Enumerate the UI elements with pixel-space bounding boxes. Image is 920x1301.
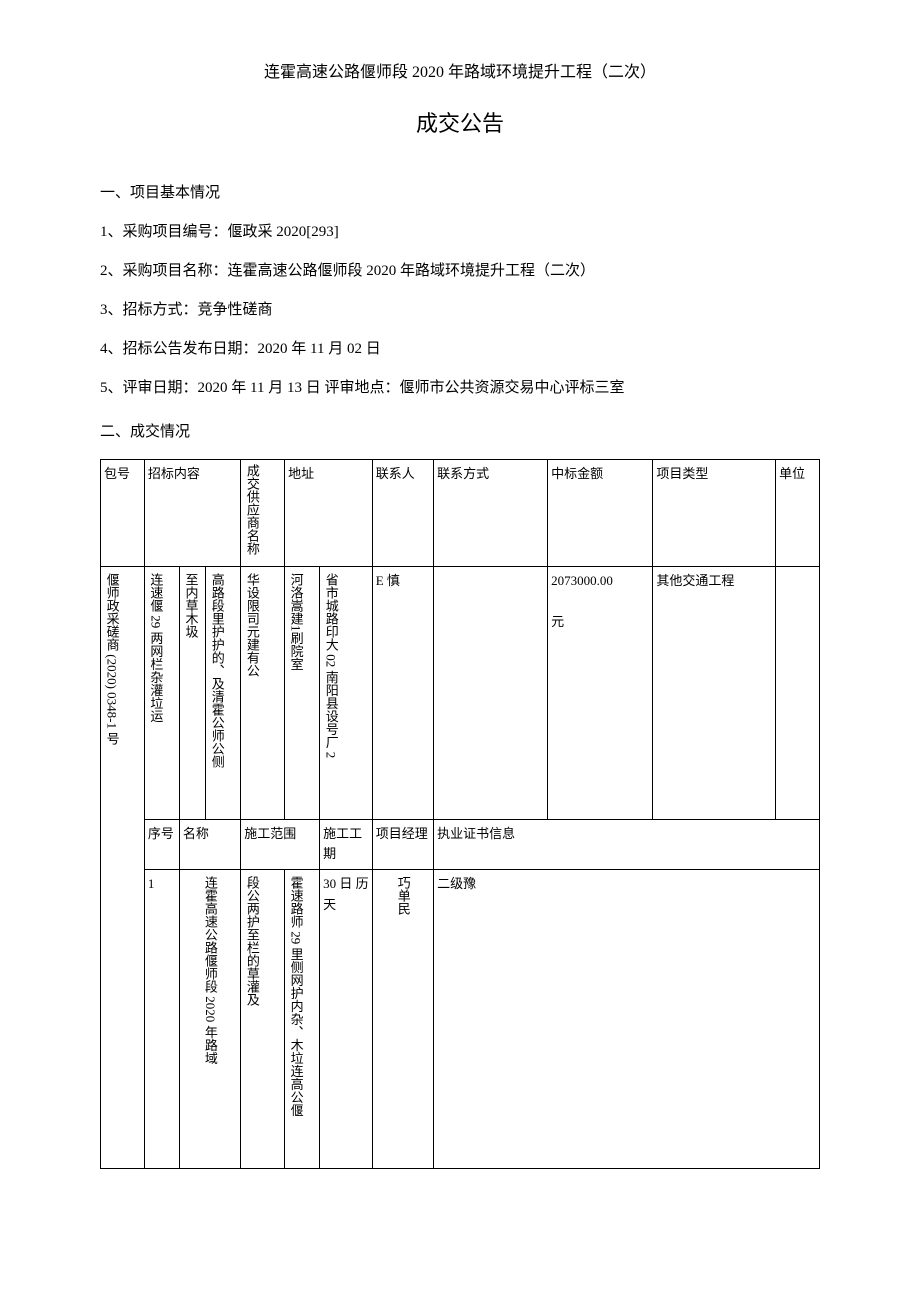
header-contact: 联系人 bbox=[372, 459, 433, 566]
header-unit: 单位 bbox=[776, 459, 820, 566]
deal-table: 包号 招标内容 成交供应商名称 地址 联系人 联系方式 中标金额 项目类型 单位… bbox=[100, 459, 820, 1169]
subheader-duration: 施工工期 bbox=[320, 819, 373, 870]
section2-heading: 二、成交情况 bbox=[100, 420, 820, 444]
subheader-name: 名称 bbox=[179, 819, 240, 870]
header-amount: 中标金额 bbox=[548, 459, 653, 566]
info-line-4: 4、招标公告发布日期：2020 年 11 月 02 日 bbox=[100, 337, 820, 361]
cell-contact: E 慎 bbox=[372, 566, 433, 819]
cell-manager: 巧单民 bbox=[372, 870, 433, 1169]
cell-duration: 30 日 历天 bbox=[320, 870, 373, 1169]
document-title-line1: 连霍高速公路偃师段 2020 年路域环境提升工程（二次） bbox=[100, 60, 820, 86]
cell-content-c2: 至内草木圾 bbox=[179, 566, 205, 819]
table-header-row: 包号 招标内容 成交供应商名称 地址 联系人 联系方式 中标金额 项目类型 单位 bbox=[101, 459, 820, 566]
cell-amount: 2073000.00 元 bbox=[548, 566, 653, 819]
table-data-row-1: 偃师政采磋商 (2020) 0348-1 号 连速偃 29 两网栏杂灌垃运 至内… bbox=[101, 566, 820, 819]
cell-scope-c1: 段公两护至栏的草灌及 bbox=[241, 870, 285, 1169]
cell-type: 其他交通工程 bbox=[653, 566, 776, 819]
cell-name: 连霍高速公路偃师段 2020 年路域 bbox=[179, 870, 240, 1169]
cell-supplier: 华设限司元建有公 bbox=[241, 566, 285, 819]
info-line-1: 1、采购项目编号：偃政采 2020[293] bbox=[100, 220, 820, 244]
header-phone: 联系方式 bbox=[434, 459, 548, 566]
document-title-line2: 成交公告 bbox=[100, 106, 820, 141]
cell-cert: 二级豫 bbox=[434, 870, 820, 1169]
header-supplier: 成交供应商名称 bbox=[241, 459, 285, 566]
subheader-cert: 执业证书信息 bbox=[434, 819, 820, 870]
cell-unit bbox=[776, 566, 820, 819]
header-type: 项目类型 bbox=[653, 459, 776, 566]
table-data-row-2: 1 连霍高速公路偃师段 2020 年路域 段公两护至栏的草灌及 霍速路师 29 … bbox=[101, 870, 820, 1169]
cell-content-c3: 高路段里护护的、及清霍公师公侧 bbox=[206, 566, 241, 819]
cell-address-c2: 省市城路印大 02 南阳县设号厂 2 bbox=[320, 566, 373, 819]
info-line-3: 3、招标方式：竞争性磋商 bbox=[100, 298, 820, 322]
header-address: 地址 bbox=[285, 459, 373, 566]
table-subheader-row: 序号 名称 施工范围 施工工期 项目经理 执业证书信息 bbox=[101, 819, 820, 870]
header-content: 招标内容 bbox=[144, 459, 240, 566]
section1-heading: 一、项目基本情况 bbox=[100, 181, 820, 205]
subheader-scope: 施工范围 bbox=[241, 819, 320, 870]
cell-pkg: 偃师政采磋商 (2020) 0348-1 号 bbox=[101, 566, 145, 1169]
cell-seq: 1 bbox=[144, 870, 179, 1169]
cell-phone bbox=[434, 566, 548, 819]
subheader-seq: 序号 bbox=[144, 819, 179, 870]
cell-scope-c2: 霍速路师 29 里侧网护内杂、木垃连高公偃 bbox=[285, 870, 320, 1169]
info-line-5: 5、评审日期：2020 年 11 月 13 日 评审地点：偃师市公共资源交易中心… bbox=[100, 376, 820, 400]
subheader-manager: 项目经理 bbox=[372, 819, 433, 870]
info-line-2: 2、采购项目名称：连霍高速公路偃师段 2020 年路域环境提升工程（二次） bbox=[100, 259, 820, 283]
cell-address-c1: 河洛嵩建1刷院室 bbox=[285, 566, 320, 819]
header-pkg: 包号 bbox=[101, 459, 145, 566]
cell-content-c1: 连速偃 29 两网栏杂灌垃运 bbox=[144, 566, 179, 819]
